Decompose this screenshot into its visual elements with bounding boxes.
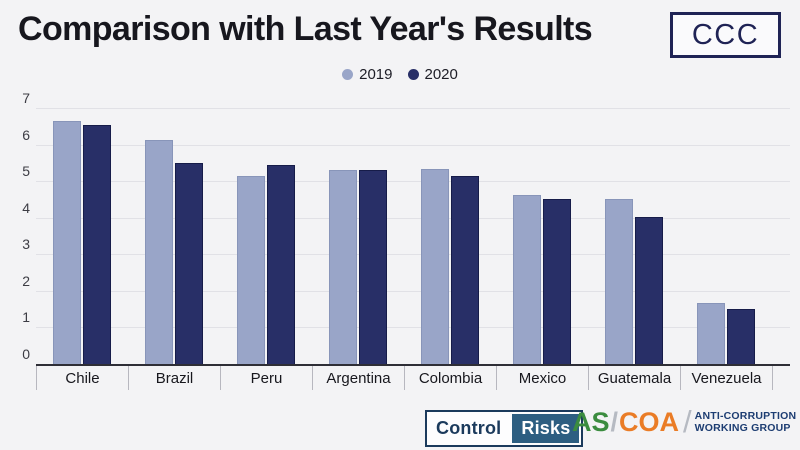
bar-2020-colombia	[451, 175, 479, 365]
ccc-logo: CCC	[670, 12, 781, 58]
control-risks-logo-risks: Risks	[512, 414, 580, 443]
legend-swatch-2019	[342, 69, 354, 80]
bar-2020-peru	[267, 164, 295, 365]
bar-2019-mexico	[513, 194, 541, 365]
x-axis-line	[36, 364, 790, 366]
bar-2020-venezuela	[727, 309, 755, 365]
bar-2019-peru	[237, 175, 265, 365]
bar-2019-argentina	[329, 169, 357, 365]
gridline-2	[36, 290, 790, 292]
bar-2019-colombia	[421, 168, 449, 365]
ascoa-logo-as: AS	[572, 406, 610, 437]
y-axis-label-7: 7	[22, 90, 30, 106]
bar-2020-mexico	[543, 198, 571, 365]
bar-2020-brazil	[175, 163, 203, 365]
bar-group-guatemala	[588, 109, 680, 365]
bar-pair-colombia	[421, 109, 479, 365]
legend-label-2020: 2020	[424, 66, 458, 83]
bar-group-mexico	[496, 109, 588, 365]
bar-pair-peru	[237, 109, 295, 365]
y-axis-label-5: 5	[22, 163, 30, 180]
y-axis-label-1: 1	[22, 309, 30, 326]
y-axis-label-3: 3	[22, 236, 30, 253]
ascoa-logo: AS / COA / ANTI-CORRUPTION WORKING GROUP	[572, 404, 796, 440]
gridline-5	[36, 181, 790, 183]
ascoa-logo-coa: COA	[619, 406, 680, 437]
bar-pair-mexico	[513, 109, 571, 365]
legend-item-2020[interactable]: 2020	[407, 66, 458, 83]
x-axis-label-brazil: Brazil	[128, 366, 220, 390]
bar-series-container	[36, 109, 772, 365]
anti-corruption-working-group-label: ANTI-CORRUPTION WORKING GROUP	[695, 410, 797, 434]
x-axis-label-guatemala: Guatemala	[588, 366, 680, 390]
bar-2020-argentina	[359, 170, 387, 365]
gridline-3	[36, 254, 790, 256]
gridline-1	[36, 327, 790, 329]
legend-swatch-2020	[407, 69, 419, 80]
y-axis-label-4: 4	[22, 199, 30, 216]
bar-pair-chile	[53, 109, 111, 365]
bar-pair-brazil	[145, 109, 203, 365]
gridline-7	[36, 108, 790, 109]
y-axis-label-6: 6	[22, 126, 30, 143]
bar-2019-venezuela	[697, 302, 725, 365]
x-axis-label-mexico: Mexico	[496, 366, 588, 390]
control-risks-logo-control: Control	[427, 412, 511, 445]
bar-group-brazil	[128, 109, 220, 365]
acwg-line2: WORKING GROUP	[694, 422, 791, 434]
legend-label-2019: 2019	[359, 66, 393, 83]
legend-item-2019[interactable]: 2019	[342, 66, 393, 83]
gridline-4	[36, 217, 790, 219]
x-axis-label-peru: Peru	[220, 366, 312, 390]
ascoa-logo-slash-icon: /	[610, 406, 619, 437]
bar-group-chile	[36, 109, 128, 365]
bar-2020-guatemala	[635, 217, 663, 365]
x-axis: Chile Brazil Peru Argentina Colombia Mexico Gu…	[36, 366, 773, 390]
bar-2019-chile	[53, 121, 81, 365]
bar-group-argentina	[312, 109, 404, 365]
acwg-line1: ANTI-CORRUPTION	[694, 409, 797, 422]
bar-group-peru	[220, 109, 312, 365]
plot-area	[36, 108, 790, 365]
bar-2020-chile	[83, 124, 111, 365]
x-axis-label-chile: Chile	[36, 366, 128, 390]
chart-title: Comparison with Last Year's Results	[18, 10, 593, 48]
bar-2019-brazil	[145, 140, 173, 365]
acwg-slash-icon: /	[683, 404, 692, 439]
control-risks-logo: Control Risks	[425, 410, 584, 447]
y-axis: 0 1 2 3 4 5 6 7	[6, 91, 30, 365]
y-axis-label-2: 2	[22, 272, 30, 289]
x-axis-label-argentina: Argentina	[312, 366, 404, 390]
bar-pair-guatemala	[605, 109, 663, 365]
bar-pair-venezuela	[697, 109, 755, 365]
gridline-6	[36, 144, 790, 146]
bar-group-venezuela	[680, 109, 772, 365]
x-axis-label-venezuela: Venezuela	[680, 366, 772, 390]
y-axis-label-0: 0	[22, 346, 30, 362]
ccc-logo-text: CCC	[691, 18, 760, 51]
bar-pair-argentina	[329, 109, 387, 365]
x-axis-label-colombia: Colombia	[404, 366, 496, 390]
bar-2019-guatemala	[605, 198, 633, 365]
chart-legend: 2019 2020	[0, 66, 800, 83]
bar-group-colombia	[404, 109, 496, 365]
